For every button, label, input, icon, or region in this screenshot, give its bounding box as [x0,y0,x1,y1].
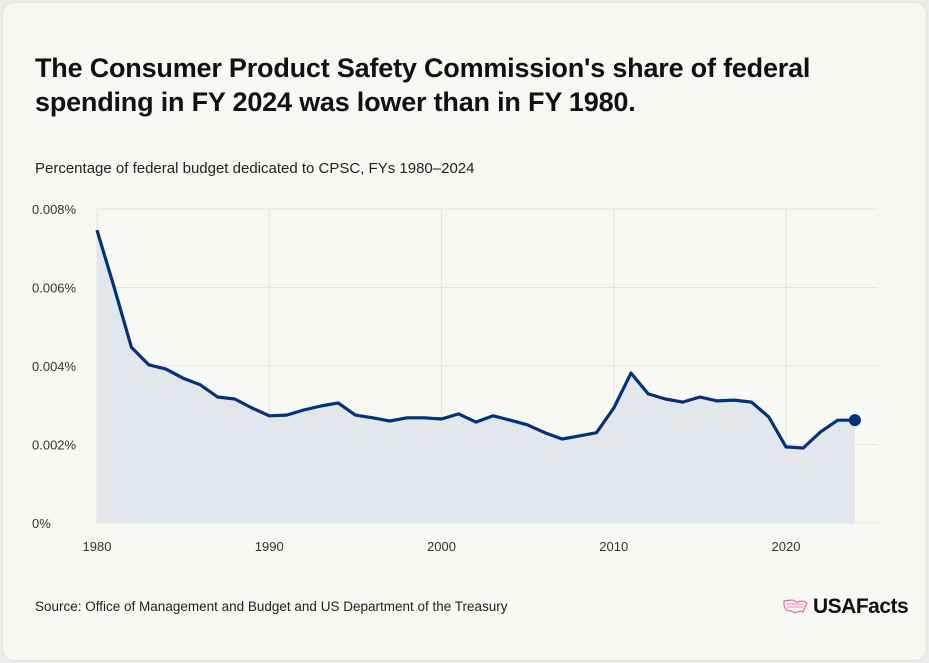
chart-subtitle: Percentage of federal budget dedicated t… [35,160,475,177]
source-note: Source: Office of Management and Budget … [35,599,508,614]
x-tick-label: 1990 [255,539,284,554]
chart-title: The Consumer Product Safety Commission's… [35,53,811,117]
x-tick-label: 2010 [599,539,628,554]
logo-text: USAFacts [813,595,909,618]
usafacts-logo: USAFacts [783,595,909,619]
area-fill [97,230,855,523]
y-tick-label: 0.006% [32,281,77,296]
end-marker [848,414,861,427]
y-tick-label: 0.002% [32,438,77,453]
y-tick-label: 0.008% [32,202,77,217]
y-tick-label: 0% [32,516,51,531]
x-tick-label: 2000 [427,539,456,554]
us-map-icon [783,599,808,614]
y-tick-label: 0.004% [32,359,77,374]
x-tick-label: 2020 [772,539,801,554]
x-tick-label: 1980 [83,539,112,554]
